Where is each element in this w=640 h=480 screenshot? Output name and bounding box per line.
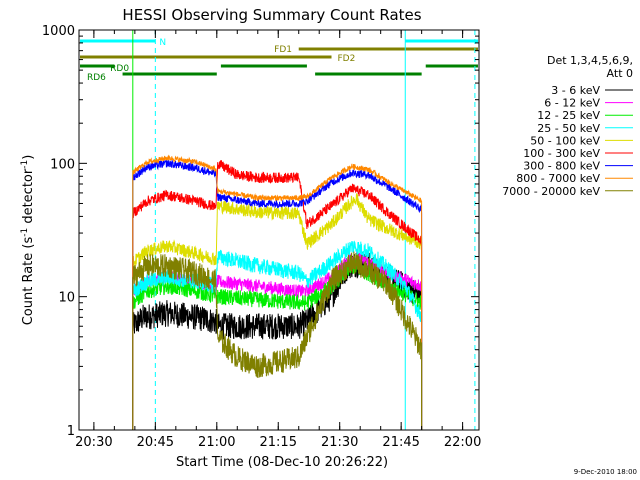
y-tick-label: 1: [67, 424, 75, 439]
series-line: [132, 159, 423, 430]
x-tick-label: 21:45: [382, 435, 419, 450]
x-tick-label: 21:15: [260, 435, 297, 450]
legend-header-att: Att 0: [607, 67, 633, 80]
series-line: [132, 251, 423, 430]
x-tick-label: 20:30: [75, 435, 112, 450]
y-tick-label: 100: [50, 157, 75, 172]
legend-label: 6 - 12 keV: [544, 97, 600, 110]
y-tick-label: 1000: [42, 24, 75, 39]
flag-label: RD0: [110, 64, 129, 74]
timestamp: 9-Dec-2010 18:00: [574, 468, 637, 476]
series-line: [132, 193, 423, 430]
legend-label: 12 - 25 keV: [537, 109, 600, 122]
series-line: [132, 154, 423, 430]
legend-label: 100 - 300 keV: [523, 147, 600, 160]
legend-label: 25 - 50 keV: [537, 122, 600, 135]
series-line: [132, 240, 423, 430]
legend-label: 7000 - 20000 keV: [502, 185, 600, 198]
series-line: [132, 160, 423, 430]
legend-label: 50 - 100 keV: [530, 134, 600, 147]
legend-label: 800 - 7000 keV: [516, 172, 600, 185]
chart-title: HESSI Observing Summary Count Rates: [122, 6, 421, 24]
y-tick-label: 10: [58, 291, 75, 306]
flag-bars: N FD1 FD2 RD0 RD6: [80, 38, 478, 83]
legend-label: 3 - 6 keV: [551, 84, 600, 97]
flag-label: FD2: [338, 54, 356, 64]
y-axis-label: Count Rate (s-1 detector-1): [20, 155, 36, 326]
legend-label: 300 - 800 keV: [523, 160, 600, 173]
axes: 1 10 100 1000 20:30 20:45 21:00 21:15 21:30 21:45…: [42, 24, 481, 450]
series-layer: [132, 154, 423, 430]
legend-header: Det 1,3,4,5,6,9,: [547, 54, 633, 67]
x-tick-label: 21:30: [321, 435, 358, 450]
flag-label: FD1: [274, 45, 292, 55]
x-tick-label: 20:45: [137, 435, 174, 450]
flag-label: RD6: [87, 73, 106, 83]
x-axis-label: Start Time (08-Dec-10 20:26:22): [176, 455, 388, 470]
x-tick-label: 22:00: [444, 435, 481, 450]
x-tick-label: 21:00: [198, 435, 235, 450]
flag-label: N: [159, 38, 166, 48]
plot-frame: [78, 29, 480, 431]
